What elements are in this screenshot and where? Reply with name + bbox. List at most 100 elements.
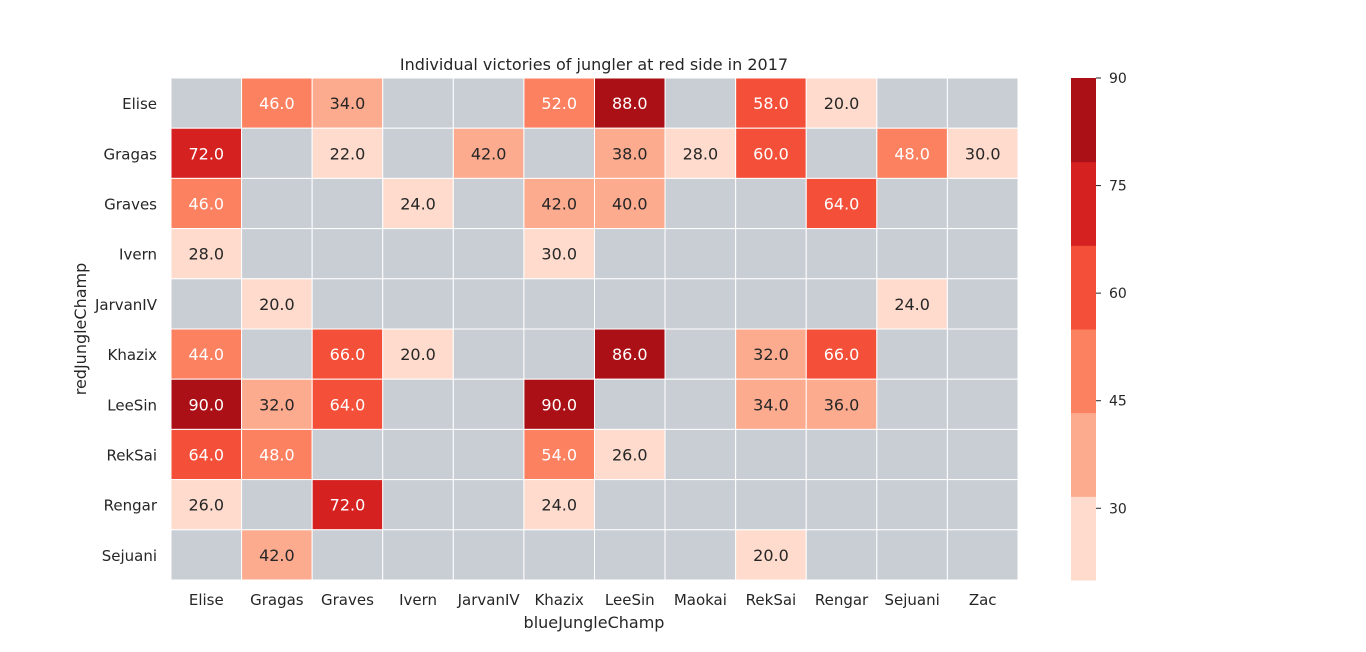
- heatmap-cell: [523, 77, 596, 129]
- cell-value-label: 72.0: [188, 144, 224, 163]
- colorbar-segment: [1071, 412, 1096, 497]
- cell-value-label: 28.0: [683, 144, 719, 163]
- cell-value-label: 42.0: [259, 546, 295, 565]
- heatmap-cell: [523, 328, 596, 380]
- cell-value-label: 86.0: [612, 345, 648, 364]
- heatmap-cell: [876, 428, 948, 481]
- heatmap-cell: [594, 529, 666, 581]
- heatmap-cell: [170, 77, 243, 129]
- cell-value-label: 90.0: [188, 395, 224, 414]
- heatmap-cell: [946, 328, 1019, 380]
- heatmap-cell: [241, 328, 313, 380]
- heatmap-cell: [805, 77, 878, 129]
- cell-value-label: 46.0: [259, 94, 295, 113]
- cell-value-label: 88.0: [612, 94, 648, 113]
- heatmap-cell: [876, 77, 948, 129]
- heatmap-cell: [523, 278, 596, 330]
- cell-value-label: 66.0: [824, 345, 860, 364]
- y-axis-label: redJungleChamp: [71, 263, 90, 396]
- y-tick-label: Sejuani: [102, 547, 157, 565]
- heatmap-cell: [664, 529, 737, 581]
- y-tick-label: Elise: [122, 95, 157, 113]
- heatmap-cell: [523, 127, 596, 179]
- x-axis-tick-labels: Elise Gragas Graves Ivern JarvanIV Khazix LeeS…: [189, 591, 997, 609]
- heatmap-cell: [876, 228, 948, 280]
- cell-value-label: 64.0: [330, 395, 366, 414]
- heatmap-cell: [805, 479, 878, 531]
- y-tick-label: RekSai: [106, 447, 157, 465]
- cell-value-label: 34.0: [330, 94, 366, 113]
- heatmap-cell: [241, 428, 313, 481]
- heatmap-cell: [170, 428, 243, 481]
- heatmap-cell: [452, 428, 525, 481]
- cell-value-label: 20.0: [824, 94, 860, 113]
- heatmap-cell: [382, 428, 454, 481]
- cell-value-label: 20.0: [259, 295, 295, 314]
- y-tick-label: Khazix: [108, 346, 158, 364]
- cell-value-label: 66.0: [330, 345, 366, 364]
- colorbar: 30 45 60 75 90: [1071, 71, 1127, 581]
- colorbar-tick-label: 60: [1109, 286, 1127, 302]
- heatmap-cell: [664, 278, 737, 330]
- heatmap-cell: [946, 177, 1019, 230]
- heatmap-cell: [594, 228, 666, 280]
- heatmap-cell: [664, 328, 737, 380]
- x-tick-label: JarvanIV: [457, 591, 521, 609]
- heatmap-cell: [523, 177, 596, 230]
- x-tick-label: Maokai: [674, 591, 727, 609]
- heatmap-cell: [382, 177, 454, 230]
- heatmap-cell: [241, 228, 313, 280]
- heatmap-cell: [523, 228, 596, 280]
- heatmap-cell: [382, 127, 454, 179]
- heatmap-cell: [241, 77, 313, 129]
- cell-value-label: 40.0: [612, 195, 648, 214]
- heatmap-cell: [452, 328, 525, 380]
- heatmap-cell: [241, 479, 313, 531]
- colorbar-tick-label: 30: [1109, 501, 1127, 517]
- heatmap-cell: [311, 228, 384, 280]
- heatmap-cell: [805, 127, 878, 179]
- colorbar-segment: [1071, 78, 1096, 163]
- heatmap-cell: [452, 479, 525, 531]
- heatmap-cell: [664, 378, 737, 430]
- heatmap-cell: [241, 278, 313, 330]
- x-tick-label: Ivern: [399, 591, 437, 609]
- heatmap-cell: [876, 177, 948, 230]
- y-tick-label: LeeSin: [107, 396, 157, 414]
- y-tick-label: Gragas: [103, 145, 157, 163]
- cell-value-label: 46.0: [188, 195, 224, 214]
- cell-value-label: 42.0: [471, 144, 507, 163]
- heatmap-cell: [735, 228, 807, 280]
- heatmap-cell: [876, 378, 948, 430]
- heatmap-cell: [523, 529, 596, 581]
- cell-value-label: 34.0: [753, 395, 789, 414]
- y-tick-label: Ivern: [119, 246, 157, 264]
- heatmap-cell: [946, 127, 1019, 179]
- heatmap-cell: [311, 428, 384, 481]
- x-axis-label: blueJungleChamp: [524, 613, 665, 632]
- cell-value-label: 24.0: [894, 295, 930, 314]
- cell-value-label: 26.0: [188, 496, 224, 515]
- cell-value-label: 44.0: [188, 345, 224, 364]
- heatmap-cell: [735, 177, 807, 230]
- cell-value-label: 38.0: [612, 144, 648, 163]
- heatmap-cell: [594, 479, 666, 531]
- heatmap-cell: [241, 529, 313, 581]
- heatmap-cell: [876, 529, 948, 581]
- heatmap-cell: [946, 529, 1019, 581]
- x-tick-label: RekSai: [746, 591, 797, 609]
- heatmap-cell: [382, 479, 454, 531]
- heatmap-cell: [170, 278, 243, 330]
- cell-value-label: 20.0: [753, 546, 789, 565]
- heatmap-cell: [664, 479, 737, 531]
- heatmap-cell: [594, 278, 666, 330]
- heatmap-cell: [452, 77, 525, 129]
- y-tick-label: JarvanIV: [94, 296, 158, 314]
- cell-value-label: 30.0: [965, 144, 1001, 163]
- cell-value-label: 30.0: [541, 245, 577, 264]
- heatmap-cell: [382, 278, 454, 330]
- heatmap-cell: [805, 529, 878, 581]
- heatmap-cell: [876, 328, 948, 380]
- heatmap-cell: [382, 77, 454, 129]
- colorbar-segment: [1071, 161, 1096, 246]
